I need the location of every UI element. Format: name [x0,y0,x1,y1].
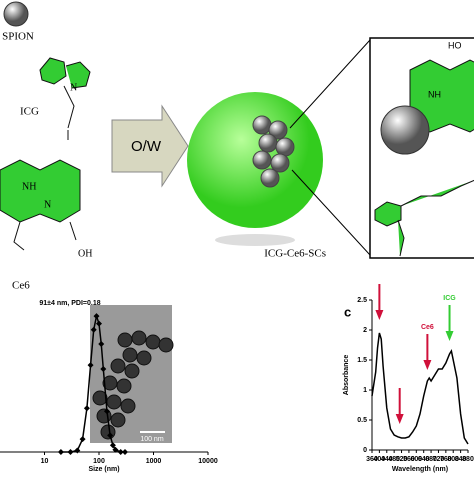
x-tick-label: 760 [440,456,452,463]
x-tick-label: 480 [388,456,400,463]
spion-sphere [380,105,430,155]
spion-sphere [3,1,29,27]
x-tick-label: 520 [396,456,408,463]
x-tick-label: 360 [366,456,378,463]
x-tick-label: 10 [41,458,49,465]
icg-structure [39,57,91,89]
icg-structure [374,179,474,257]
atom: NH [428,89,441,99]
label: SPION [2,31,34,43]
x-axis-label: Wavelength (nm) [392,466,448,473]
data-point [117,449,124,455]
atom: N [70,82,77,93]
ce6-structure [0,159,81,223]
arrow [111,104,189,188]
atom: N [44,199,51,210]
data-point [96,320,102,327]
x-tick-label: 10000 [198,458,218,465]
x-tick-label: 800 [447,456,459,463]
ce6-chain [13,221,77,251]
data-point [98,341,105,348]
x-tick-label: 880 [462,456,474,463]
data-point [87,362,94,369]
data-line [371,332,469,445]
data-point [74,447,81,454]
label: O/W [131,138,162,155]
x-tick-label: 600 [410,456,422,463]
arrow-head [445,331,454,341]
data-point [57,449,64,455]
icg-chain [63,85,75,140]
label: ICG [20,106,39,118]
x-tick-label: 680 [425,456,437,463]
y-tick-label: 2 [363,327,367,334]
y-tick-label: 0 [363,447,367,454]
shadow [215,234,295,246]
data-point [112,446,119,453]
x-tick-label: 840 [455,456,467,463]
arrow-head [423,360,432,370]
label: ICG-Ce6-SCs [264,248,326,260]
x-tick-label: 1000 [146,458,162,465]
x-axis-label: Size (nm) [88,466,119,473]
y-tick-label: 0.5 [357,417,367,424]
x-tick-label: 400 [374,456,386,463]
data-point [93,313,100,320]
data-point [109,442,116,449]
panel-label: c [344,304,351,319]
atom: NH [22,181,36,192]
atom: OH [78,248,92,259]
x-tick-label: 720 [433,456,445,463]
y-tick-label: 1 [363,387,367,394]
data-point [100,365,107,372]
data-point [67,449,74,455]
x-tick-label: 440 [381,456,393,463]
data-point [103,408,110,415]
tem-particles [92,330,174,440]
arrow-head [395,414,404,424]
x-tick-label: 100 [93,458,105,465]
chart-title: 91±4 nm, PDI=0.18 [39,300,100,307]
scale-label: 100 nm [140,436,164,443]
label: Ce6 [12,280,30,292]
y-axis-label: Absorbance [343,355,350,396]
zoom-line [289,39,371,256]
annotation: ICG [443,295,456,302]
data-point [83,405,90,412]
atom: HO [448,40,462,50]
x-tick-label: 560 [403,456,415,463]
annotation: Ce6 [421,324,434,331]
y-tick-label: 2.5 [357,297,367,304]
data-point [122,449,129,455]
y-tick-label: 1.5 [357,357,367,364]
data-point [79,436,86,443]
data-point [90,326,97,333]
data-point [107,432,114,439]
x-tick-label: 640 [418,456,430,463]
arrow-head [375,310,384,320]
spion-cluster [252,115,295,188]
